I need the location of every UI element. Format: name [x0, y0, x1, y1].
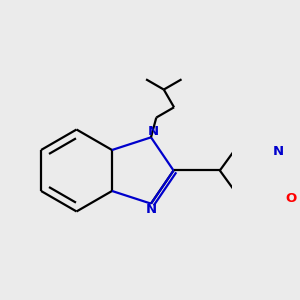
- Text: O: O: [285, 192, 296, 205]
- Text: N: N: [146, 203, 157, 216]
- Text: N: N: [148, 125, 159, 138]
- Text: N: N: [273, 145, 284, 158]
